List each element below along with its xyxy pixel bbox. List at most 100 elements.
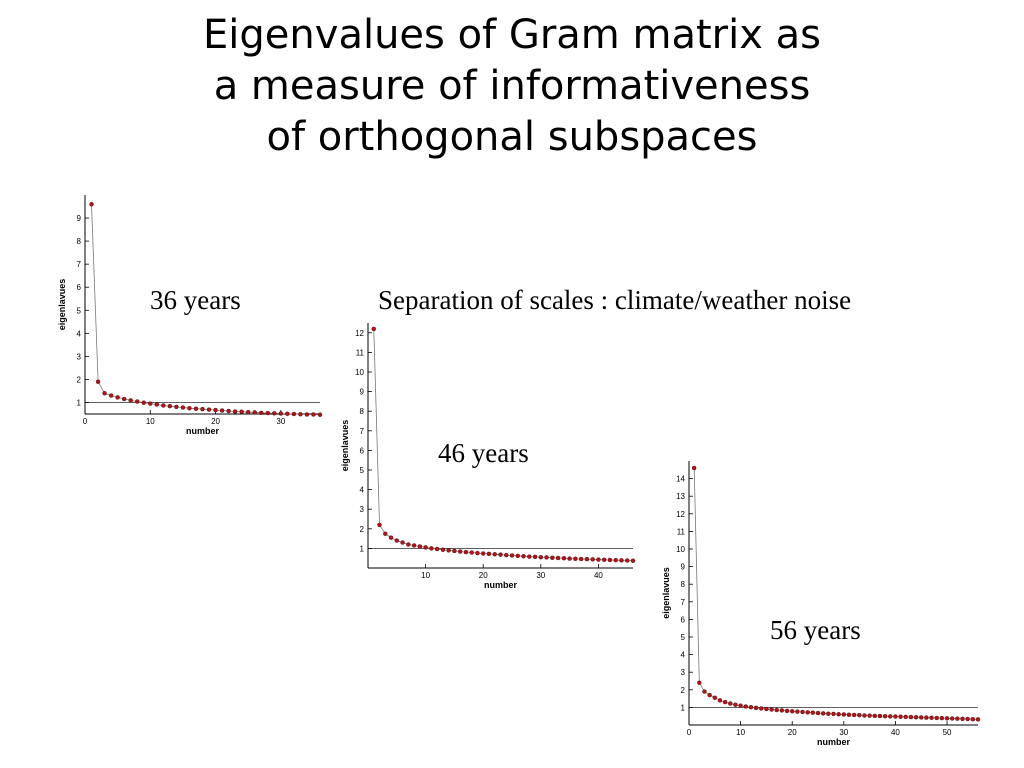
data-point (481, 551, 486, 556)
data-point (245, 409, 251, 415)
data-point (939, 715, 945, 721)
data-point (259, 410, 264, 416)
y-tick-label: 2 (360, 525, 365, 534)
data-point (707, 692, 712, 698)
data-point (769, 707, 774, 712)
data-point (949, 716, 955, 721)
data-point (826, 711, 831, 716)
y-tick-label: 5 (360, 466, 365, 475)
data-point (784, 708, 790, 714)
data-point (774, 707, 779, 713)
y-tick-label: 6 (77, 283, 82, 292)
data-point (311, 412, 316, 417)
data-point (174, 404, 179, 410)
caption-46-years: 46 years (438, 438, 529, 468)
y-tick-label: 1 (681, 703, 686, 712)
data-point (934, 715, 939, 721)
title-line-3: of orthogonal subspaces (266, 114, 758, 160)
data-point (851, 712, 857, 718)
y-tick-label: 1 (77, 398, 82, 407)
data-point (970, 716, 976, 722)
data-point (578, 556, 584, 562)
data-point (867, 713, 872, 718)
data-point (872, 713, 877, 719)
data-point (795, 709, 800, 714)
data-point (515, 553, 520, 559)
x-tick-label: 30 (839, 728, 848, 737)
data-point (417, 544, 423, 549)
data-point (538, 555, 544, 560)
data-point (219, 408, 225, 413)
data-point (584, 556, 590, 562)
data-point (135, 399, 140, 404)
data-point (446, 548, 451, 553)
data-point (805, 710, 810, 715)
data-point (498, 552, 503, 557)
y-tick-label: 14 (676, 475, 685, 484)
data-point (304, 412, 310, 417)
data-point (567, 556, 572, 561)
title-line-1: Eigenvalues of Gram matrix as (203, 12, 821, 58)
data-point (406, 542, 411, 547)
series-line (373, 328, 634, 562)
y-tick-label: 2 (681, 686, 686, 695)
data-point (924, 715, 929, 720)
data-point (697, 680, 702, 685)
data-point (285, 411, 290, 416)
y-tick-label: 10 (676, 545, 685, 554)
data-point (759, 706, 764, 711)
data-point (944, 716, 950, 721)
data-point (452, 548, 457, 554)
data-point (555, 555, 561, 561)
data-point (388, 535, 394, 540)
data-point (200, 406, 205, 412)
series-line (693, 467, 979, 720)
data-point (232, 409, 238, 414)
y-tick-label: 6 (360, 446, 365, 455)
y-tick-label: 4 (77, 329, 82, 338)
data-point (728, 701, 733, 706)
y-tick-label: 4 (681, 651, 686, 660)
data-point (154, 402, 160, 407)
data-point (226, 408, 231, 414)
data-point (411, 543, 417, 548)
data-point (815, 710, 821, 716)
slide-title: Eigenvalues of Gram matrix as a measure … (0, 10, 1024, 163)
title-line-2: a measure of informativeness (213, 63, 811, 109)
data-point (877, 713, 883, 719)
data-point (955, 716, 960, 721)
data-point (457, 549, 463, 554)
x-tick-label: 10 (736, 728, 745, 737)
y-tick-label: 2 (77, 375, 82, 384)
data-point (291, 411, 297, 417)
data-point (272, 411, 277, 416)
x-tick-label: 20 (211, 417, 220, 426)
y-axis-label: eigenlavues (57, 279, 67, 331)
data-point (206, 407, 212, 412)
data-point (882, 714, 888, 719)
data-point (764, 706, 769, 712)
data-point (625, 558, 630, 563)
x-tick-label: 10 (146, 417, 155, 426)
data-point (193, 406, 199, 411)
y-axis-label: eigenlavues (340, 420, 350, 472)
data-point (95, 379, 101, 384)
data-point (712, 695, 718, 700)
data-point (440, 547, 446, 552)
data-point (239, 409, 244, 414)
data-point (463, 549, 469, 555)
data-point (400, 540, 405, 545)
y-tick-label: 7 (681, 598, 686, 607)
data-point (965, 716, 970, 722)
y-tick-label: 13 (676, 492, 685, 501)
data-point (121, 396, 127, 402)
caption-36-years: 36 years (150, 285, 241, 315)
data-point (929, 715, 934, 720)
data-point (753, 705, 759, 711)
data-point (841, 712, 847, 717)
x-tick-label: 20 (788, 728, 797, 737)
data-point (504, 552, 509, 558)
data-point (265, 410, 270, 416)
data-point (213, 407, 218, 413)
